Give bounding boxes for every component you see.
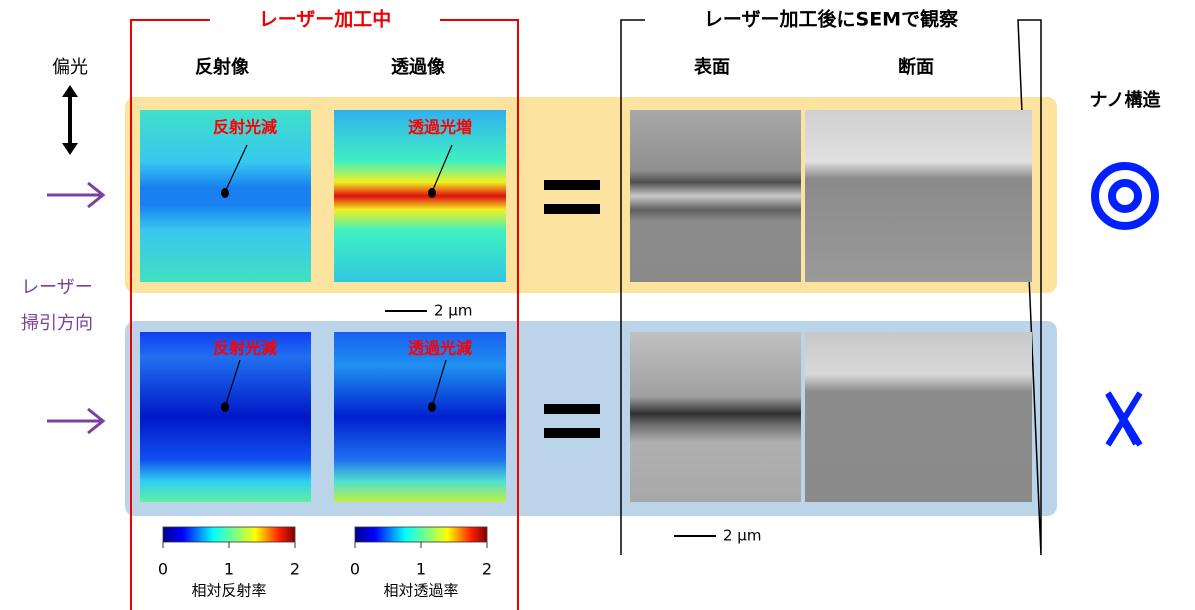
sem-surface-image (630, 332, 801, 502)
colorbar (354, 526, 488, 543)
transmission-image (334, 110, 506, 282)
tick-label: 0 (350, 560, 360, 579)
annotation: 反射光減 (213, 339, 277, 358)
sem-cross-section-image (805, 110, 1032, 282)
column-header: 表面 (694, 56, 730, 78)
transmission-image (334, 332, 506, 502)
cross-mark (1105, 391, 1143, 447)
column-header: 反射像 (195, 56, 250, 78)
scan-label: 掃引方向 (21, 313, 93, 334)
scan-label: レーザー (21, 277, 93, 298)
equals-sign (544, 180, 600, 438)
annotation: 透過光減 (408, 339, 472, 358)
colorbar-label: 相対反射率 (191, 582, 266, 600)
sem-cross-section-image (805, 332, 1032, 502)
polarization-arrow (62, 85, 78, 155)
tick-label: 2 (290, 560, 300, 579)
scan-arrow (47, 181, 106, 435)
column-header: 透過像 (391, 57, 446, 78)
tick-label: 2 (482, 560, 492, 579)
pointer-dot (221, 188, 436, 412)
scale-label: 2 µm (434, 302, 472, 320)
after-frame (620, 19, 1042, 556)
column-header: ナノ構造 (1089, 89, 1160, 111)
after-title: レーザー加工後にSEMで観察 (704, 8, 959, 31)
during-title: レーザー加工中 (259, 8, 392, 31)
tick-label: 1 (224, 560, 234, 579)
column-header: 断面 (898, 56, 934, 78)
colorbar (162, 526, 296, 543)
colorbars: 0 1 2 相対反射率 0 1 2 相対透過率 (158, 526, 492, 600)
annotation: 透過光増 (408, 118, 472, 137)
pointer (224, 144, 453, 408)
reflection-image (140, 332, 311, 502)
colorbar-label: 相対透過率 (383, 582, 458, 600)
sem-surface-image (630, 110, 801, 282)
scale-label: 2 µm (723, 527, 761, 545)
double-circle (1091, 162, 1159, 230)
tick-label: 0 (158, 560, 168, 579)
during-frame (130, 19, 519, 610)
tick-label: 1 (416, 560, 426, 579)
annotation: 反射光減 (213, 118, 277, 137)
polarization-label: 偏光 (52, 57, 88, 78)
